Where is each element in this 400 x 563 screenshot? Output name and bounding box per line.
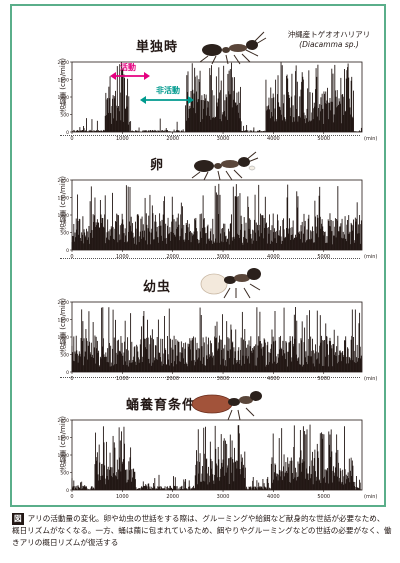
- y-tick-label: 1500: [58, 436, 70, 442]
- x-axis-unit: (min): [364, 376, 377, 382]
- activity-chart-pupa: 0 500 1000 1500 2000 0 1000 2000 3000 4000 5000 (mi…: [58, 418, 378, 500]
- species-scientific-name: (Diacamma sp.): [299, 40, 359, 49]
- y-tick-label: 1500: [58, 78, 70, 84]
- y-tick-label: 500: [60, 353, 69, 359]
- x-axis-unit: (min): [364, 254, 377, 260]
- x-tick-label: 1000: [116, 254, 129, 260]
- caption-label: 図: [12, 513, 24, 525]
- y-tick-label: 2000: [58, 60, 70, 66]
- x-tick-label: 3000: [217, 254, 230, 260]
- y-tick-label: 2000: [58, 178, 70, 184]
- x-tick-label: 2000: [166, 494, 179, 500]
- ant-icon: [199, 31, 267, 65]
- x-axis-unit: (min): [364, 494, 377, 500]
- active-arrow: [110, 72, 150, 80]
- x-tick-label: 0: [70, 136, 73, 142]
- section-divider: [60, 135, 360, 136]
- x-tick-label: 1000: [116, 376, 129, 382]
- x-tick-label: 5000: [317, 376, 330, 382]
- x-tick-label: 3000: [217, 376, 230, 382]
- x-tick-label: 4000: [267, 376, 280, 382]
- figure-frame: [10, 4, 386, 507]
- x-tick-label: 5000: [317, 494, 330, 500]
- x-tick-label: 5000: [317, 136, 330, 142]
- caption-text: アリの活動量の変化。卵や幼虫の世話をする際は、グルーミングや給餌など献身的な世話…: [12, 514, 392, 547]
- y-tick-label: 0: [66, 370, 69, 376]
- x-tick-label: 0: [70, 376, 73, 382]
- x-tick-label: 4000: [267, 136, 280, 142]
- panel-egg: 卵 活動量 (cm/min) 0 500 1000 1500 2000 0 1000 2000…: [0, 148, 400, 272]
- x-tick-label: 2000: [166, 254, 179, 260]
- active-annotation: 活動: [120, 63, 136, 72]
- ant-with-larva-icon: [200, 268, 261, 299]
- activity-chart-solitary: 0 500 1000 1500 2000 0 1000 2000 3000 4000 5000 (mi…: [58, 60, 378, 142]
- x-tick-label: 2000: [166, 376, 179, 382]
- x-axis-unit: (min): [364, 136, 377, 142]
- y-tick-label: 1000: [58, 95, 70, 101]
- y-tick-label: 500: [60, 231, 69, 237]
- panel-title: 単独時: [136, 40, 179, 55]
- panel-larva: 幼虫 活動量 (cm/min) 0 500 1000 1500 2000 0 1000 200…: [0, 268, 400, 392]
- x-tick-label: 3000: [217, 136, 230, 142]
- section-divider: [60, 258, 360, 259]
- y-tick-label: 2000: [58, 300, 70, 306]
- y-tick-label: 1500: [58, 196, 70, 202]
- x-tick-label: 4000: [267, 254, 280, 260]
- y-tick-label: 2000: [58, 418, 70, 424]
- species-label: 沖縄産トゲオオハリアリ (Diacamma sp.): [274, 30, 384, 50]
- activity-chart-larva: 0 500 1000 1500 2000 0 1000 2000 3000 4000 5000 (mi…: [58, 300, 378, 382]
- y-tick-label: 1500: [58, 318, 70, 324]
- y-tick-label: 0: [66, 248, 69, 254]
- y-tick-label: 0: [66, 488, 69, 494]
- x-tick-label: 0: [70, 494, 73, 500]
- section-divider: [60, 377, 360, 378]
- activity-chart-egg: 0 500 1000 1500 2000 0 1000 2000 3000 4000 5000 (mi…: [58, 178, 378, 260]
- x-tick-label: 3000: [217, 494, 230, 500]
- ant-with-egg-icon: [191, 151, 259, 181]
- inactive-annotation: 非活動: [156, 86, 180, 95]
- panel-title: 幼虫: [143, 280, 172, 295]
- panel-pupa: 蛹養育条件 活動量 (cm/min) 0 500 1000 1500 2000 0 1000…: [0, 388, 400, 512]
- panel-title: 蛹養育条件: [126, 398, 197, 413]
- x-tick-label: 1000: [116, 136, 129, 142]
- y-tick-label: 500: [60, 471, 69, 477]
- x-tick-label: 5000: [317, 254, 330, 260]
- x-tick-label: 2000: [166, 136, 179, 142]
- ant-with-pupa-icon: [191, 391, 262, 421]
- y-tick-label: 0: [66, 130, 69, 136]
- panel-title: 卵: [150, 158, 165, 173]
- y-tick-label: 1000: [58, 453, 70, 459]
- x-tick-label: 0: [70, 254, 73, 260]
- y-tick-label: 500: [60, 113, 69, 119]
- inactive-arrow: [140, 96, 194, 104]
- x-tick-label: 4000: [267, 494, 280, 500]
- panel-solitary: 単独時 活動量 (cm/min) 0 500 1000 1500 2000 0 1000 20…: [0, 30, 400, 154]
- y-tick-label: 1000: [58, 213, 70, 219]
- x-tick-label: 1000: [116, 494, 129, 500]
- species-name: 沖縄産トゲオオハリアリ: [287, 30, 371, 39]
- figure-caption: 図アリの活動量の変化。卵や幼虫の世話をする際は、グルーミングや給餌など献身的な世…: [12, 513, 392, 549]
- y-tick-label: 1000: [58, 335, 70, 341]
